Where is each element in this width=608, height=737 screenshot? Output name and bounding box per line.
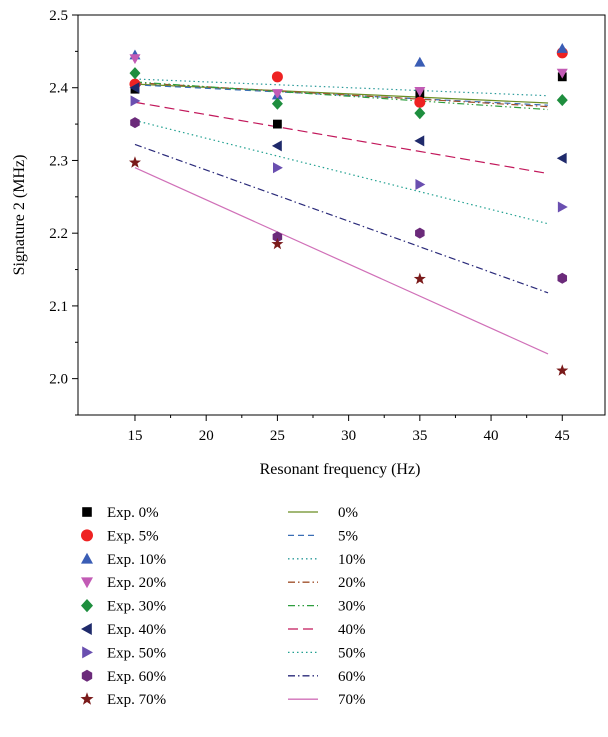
y-tick-label: 2.4 <box>49 81 68 97</box>
marker-exp-40- <box>271 140 282 152</box>
marker-exp-5- <box>271 71 283 83</box>
legend-label: 60% <box>338 669 366 685</box>
marker-exp-60- <box>557 272 568 284</box>
fit-line-5pct <box>134 84 549 106</box>
x-tick-label: 25 <box>270 428 285 444</box>
legend-label: Exp. 40% <box>107 622 166 638</box>
legend-label: Exp. 20% <box>107 575 166 591</box>
marker-exp-40- <box>556 152 567 164</box>
marker-exp-50- <box>130 95 141 107</box>
marker-exp-10- <box>414 56 426 67</box>
y-tick-label: 2.3 <box>49 153 68 169</box>
legend-label: 20% <box>338 575 366 591</box>
legend-label: Exp. 50% <box>107 645 166 661</box>
data-markers <box>128 42 569 376</box>
fit-line-70pct <box>134 167 549 355</box>
plot-area <box>77 14 606 416</box>
axes: 15 20 25 30 35 40 45 2.0 2.1 2.2 2.3 2.4 2.5 <box>49 8 570 444</box>
marker-exp-70- <box>271 237 284 250</box>
marker-exp-20- <box>129 54 141 65</box>
fit-line-10pct <box>134 78 549 97</box>
legend-marker-exp-30- <box>81 599 93 613</box>
legend-markers: Exp. 0% Exp. 5% Exp. 10% Exp. 20% Exp. 30% Ex… <box>80 505 166 708</box>
plot-frame <box>77 14 606 416</box>
marker-exp-30- <box>414 107 426 120</box>
legend-marker-exp-0- <box>82 507 92 517</box>
fit-line-20pct <box>134 82 549 108</box>
legend-marker-exp-20- <box>81 577 93 589</box>
y-axis-title: Signature 2 (MHz) <box>11 155 28 276</box>
fit-line-30pct <box>134 81 549 111</box>
legend-marker-exp-70- <box>80 692 94 705</box>
legend-label: 30% <box>338 599 366 615</box>
marker-exp-60- <box>130 117 140 129</box>
y-tick-label: 2.0 <box>49 372 68 388</box>
y-tick-label: 2.2 <box>49 226 68 242</box>
legend-label: Exp. 5% <box>107 528 159 544</box>
legend-label: 70% <box>338 692 366 708</box>
marker-exp-30- <box>556 94 568 107</box>
legend-label: Exp. 0% <box>107 505 159 521</box>
marker-exp-70- <box>128 156 141 168</box>
x-tick-label: 45 <box>555 428 570 444</box>
marker-exp-30- <box>271 97 283 110</box>
x-tick-label: 35 <box>412 428 427 444</box>
legend-label: Exp. 70% <box>107 692 166 708</box>
fit-line-40pct <box>134 101 549 175</box>
y-tick-label: 2.1 <box>49 299 68 315</box>
marker-exp-0- <box>273 119 282 129</box>
x-tick-label: 15 <box>127 428 142 444</box>
legend-marker-exp-10- <box>81 552 93 564</box>
x-tick-label: 30 <box>341 428 356 444</box>
marker-exp-50- <box>415 178 426 190</box>
fit-line-0pct <box>134 83 549 104</box>
fit-line-60pct <box>134 143 549 294</box>
y-tick-label: 2.5 <box>49 8 68 24</box>
legend-lines: 0% 5% 10% 20% 30% 40% 50% 60% 70% <box>288 505 366 708</box>
x-axis-title: Resonant frequency (Hz) <box>260 461 421 478</box>
x-tick-label: 40 <box>484 428 499 444</box>
marker-exp-50- <box>557 201 568 213</box>
legend-label: Exp. 60% <box>107 669 166 685</box>
legend-label: 40% <box>338 622 366 638</box>
marker-exp-40- <box>414 135 425 147</box>
legend-marker-exp-5- <box>81 529 93 542</box>
legend-label: Exp. 30% <box>107 599 166 615</box>
marker-exp-40- <box>129 82 140 94</box>
marker-exp-50- <box>273 162 283 174</box>
marker-exp-70- <box>556 364 569 376</box>
legend-label: 0% <box>338 505 358 521</box>
marker-exp-60- <box>272 231 283 243</box>
marker-exp-20- <box>556 68 568 79</box>
x-tick-label: 20 <box>199 428 214 444</box>
marker-exp-60- <box>415 227 425 239</box>
marker-exp-5- <box>414 96 426 108</box>
fit-line-50pct <box>134 119 549 225</box>
marker-exp-10- <box>556 42 568 53</box>
legend-marker-exp-40- <box>81 623 92 635</box>
legend-marker-exp-60- <box>81 669 93 682</box>
marker-exp-30- <box>129 67 141 80</box>
legend-marker-exp-50- <box>82 646 93 659</box>
fit-lines <box>134 78 549 355</box>
marker-exp-20- <box>414 86 426 97</box>
legend-label: 5% <box>338 528 358 544</box>
legend-label: 10% <box>338 552 366 568</box>
marker-exp-70- <box>413 272 426 285</box>
legend-label: Exp. 10% <box>107 552 166 568</box>
legend-label: 50% <box>338 645 366 661</box>
marker-exp-20- <box>271 89 283 100</box>
